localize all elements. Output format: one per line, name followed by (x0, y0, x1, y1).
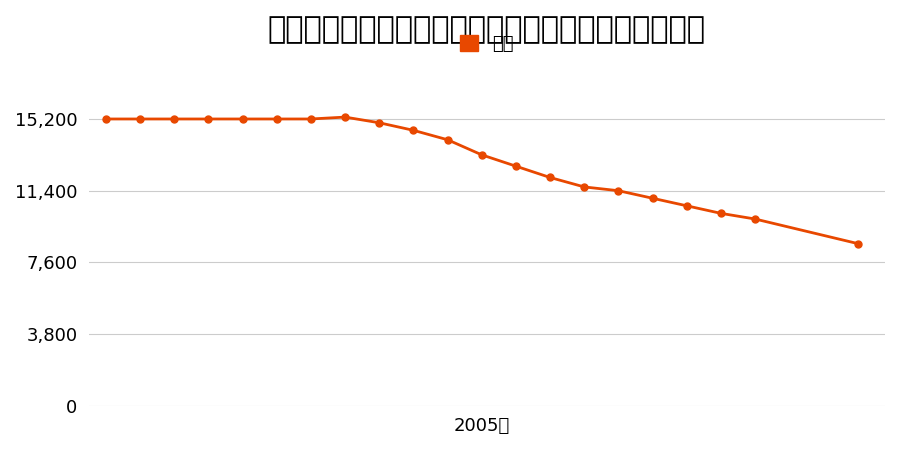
Legend: 価格: 価格 (453, 28, 521, 61)
Title: 青森県弘前市大字独狐字松ケ沢１０９番２の地価推移: 青森県弘前市大字独狐字松ケ沢１０９番２の地価推移 (268, 15, 706, 44)
